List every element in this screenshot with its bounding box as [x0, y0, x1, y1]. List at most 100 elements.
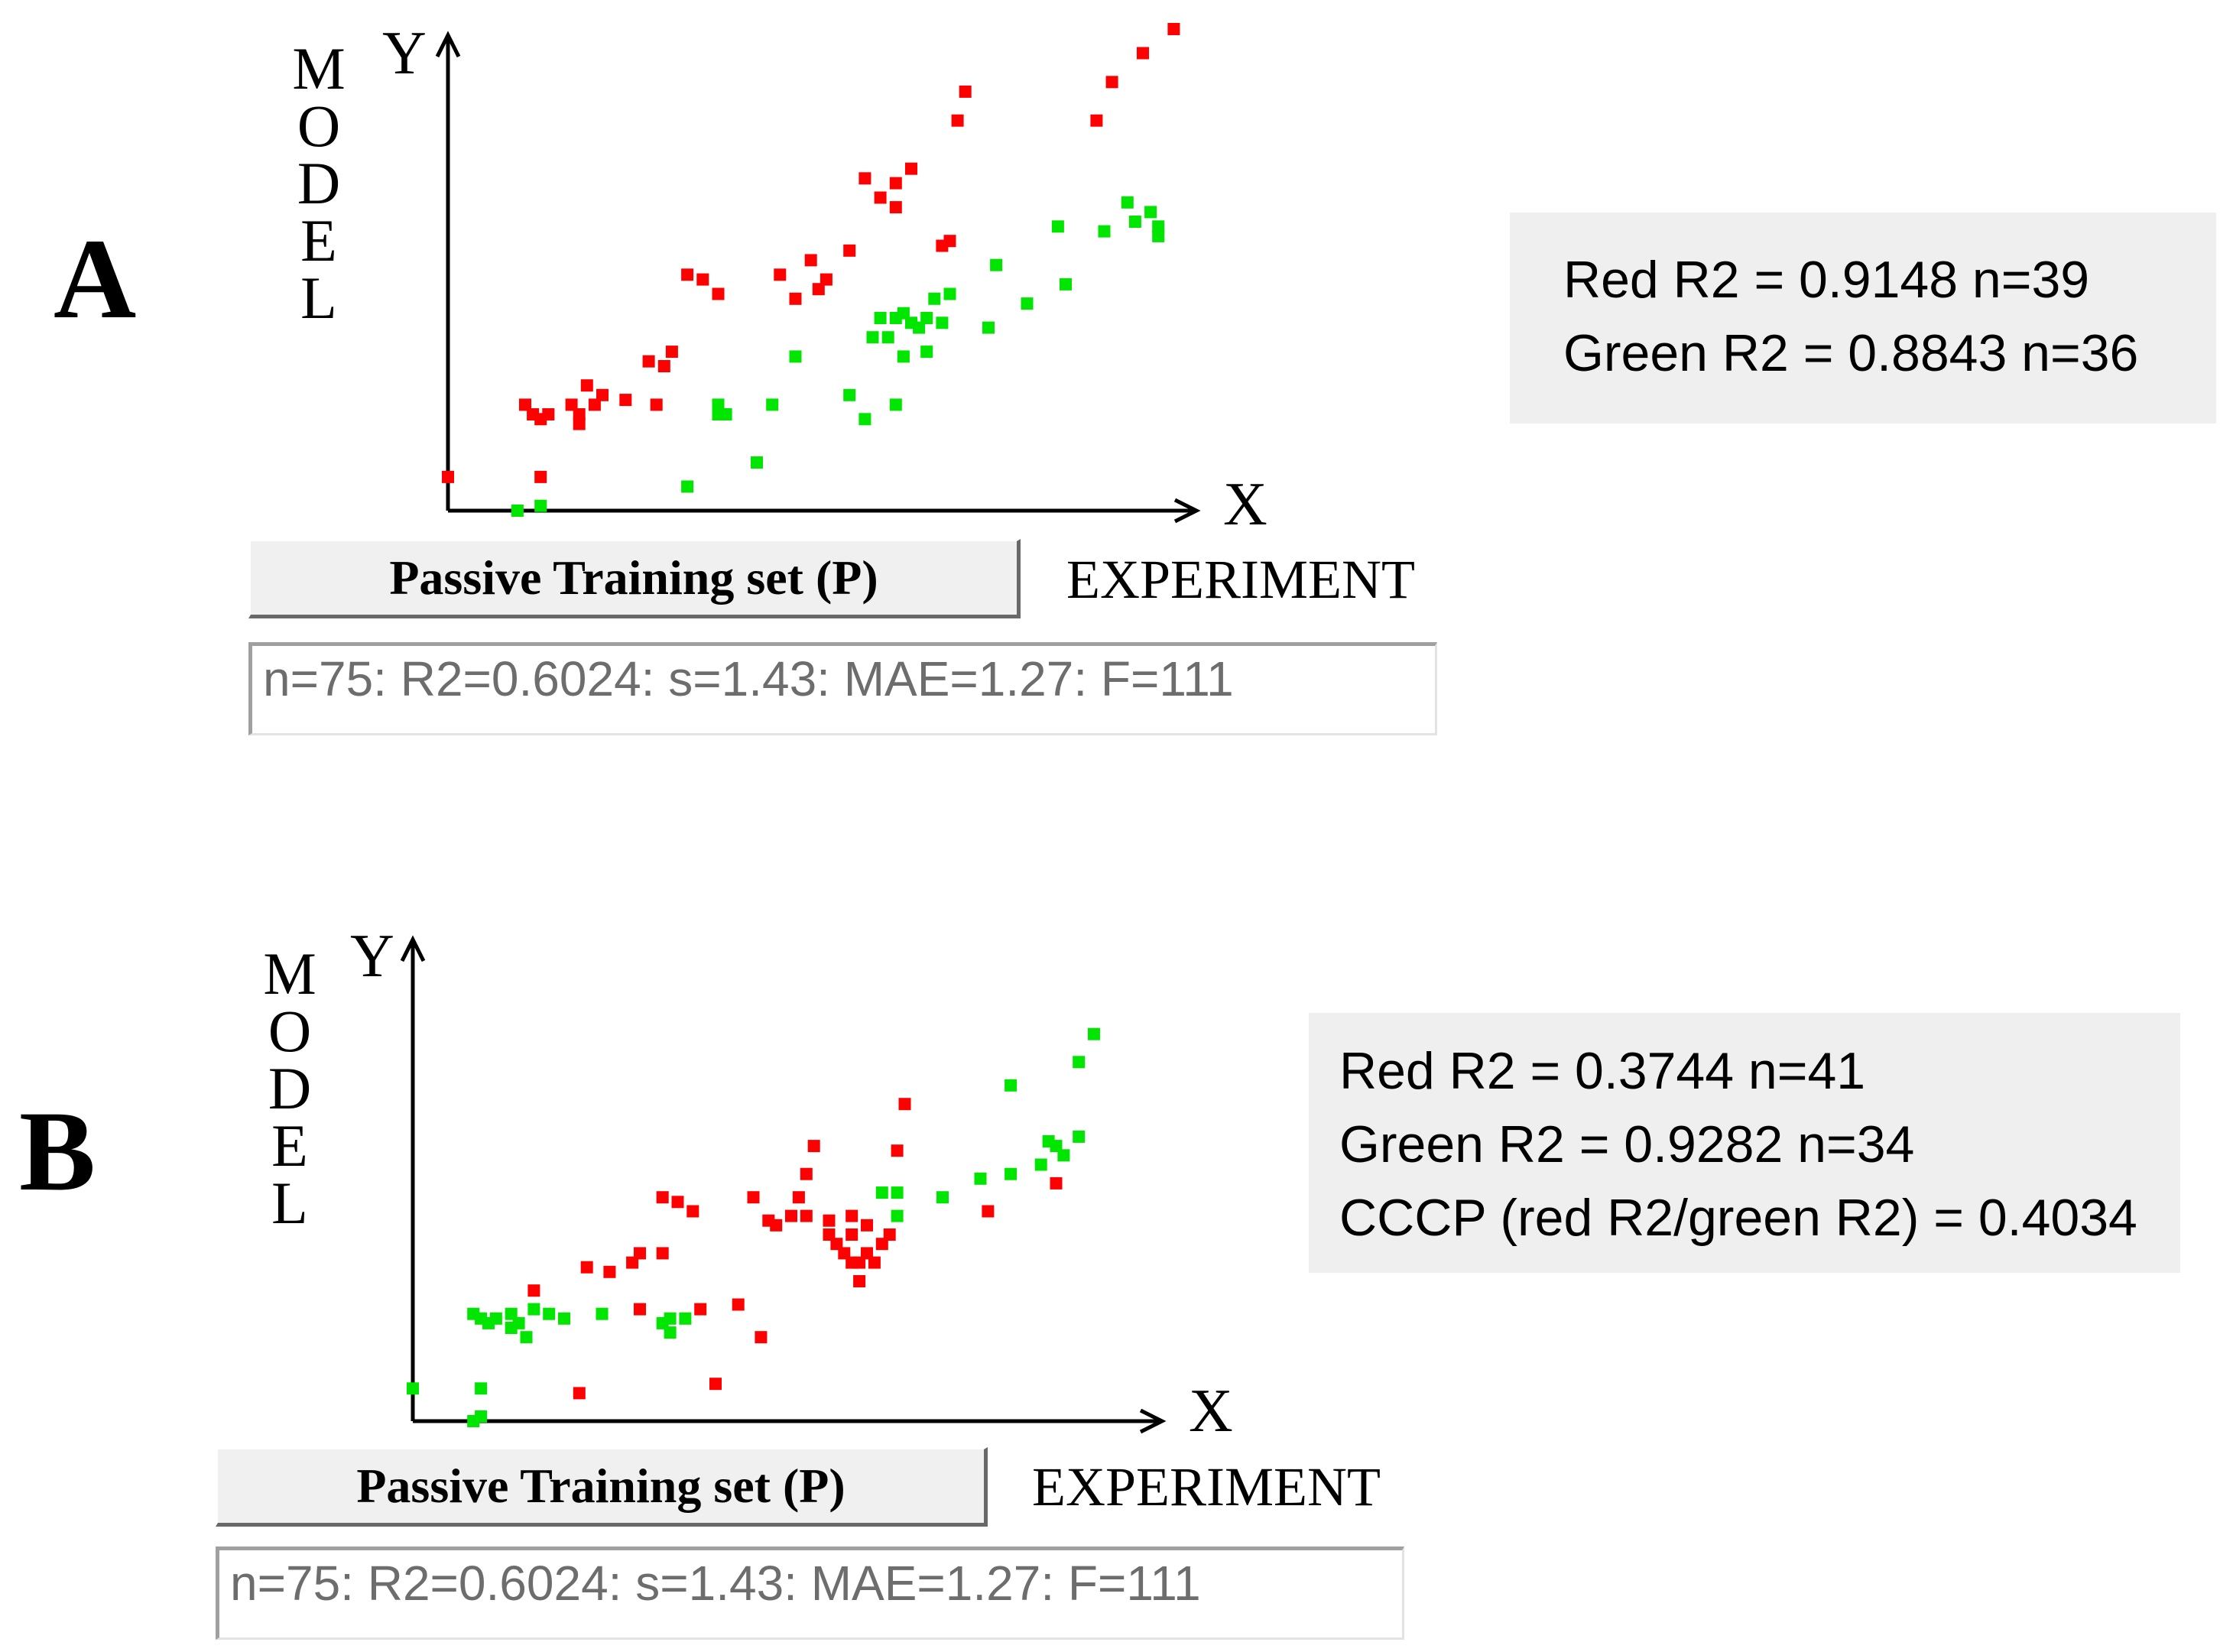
- y-axis-arrow: [400, 935, 426, 962]
- data-point-green: [489, 1312, 502, 1325]
- data-point-red: [875, 1238, 888, 1251]
- data-point-green: [913, 321, 926, 334]
- data-point-red: [694, 1303, 707, 1316]
- data-point-red: [696, 273, 709, 286]
- panel-label: B: [19, 1088, 96, 1215]
- data-point-red: [442, 470, 454, 483]
- r2-info-box: Red R2 = 0.9148 n=39 Green R2 = 0.8843 n…: [1510, 213, 2216, 424]
- data-point-red: [770, 1219, 783, 1232]
- y-axis-letter: Y: [350, 923, 394, 990]
- stats-field[interactable]: n=75: R2=0.6024: s=1.43: MAE=1.27: F=111: [248, 642, 1437, 735]
- data-point-red: [1090, 114, 1103, 127]
- data-point-red: [800, 1167, 813, 1180]
- data-point-green: [1057, 1149, 1070, 1162]
- data-point-red: [843, 244, 856, 257]
- data-point-green: [874, 312, 887, 324]
- data-point-red: [565, 398, 578, 411]
- data-point-green: [527, 1303, 540, 1316]
- data-point-green: [789, 350, 802, 363]
- data-point-red: [785, 1209, 797, 1222]
- data-point-red: [681, 268, 694, 281]
- data-point-green: [475, 1382, 488, 1395]
- data-point-green: [1098, 225, 1111, 238]
- data-point-red: [959, 85, 972, 98]
- data-point-red: [580, 1261, 593, 1274]
- y-axis-label-letter: E: [271, 1112, 308, 1179]
- data-point-green: [1073, 1056, 1086, 1069]
- data-point-green: [520, 1331, 533, 1344]
- data-point-green: [475, 1410, 488, 1423]
- y-axis-label-letter: O: [297, 92, 341, 159]
- x-axis-arrow: [1173, 498, 1201, 524]
- data-point-red: [804, 254, 817, 267]
- y-axis-label-letter: M: [263, 940, 316, 1007]
- scatter-plot: [400, 935, 1167, 1434]
- data-point-red: [596, 388, 609, 401]
- data-point-green: [751, 456, 763, 469]
- y-axis-label-letter: D: [268, 1055, 312, 1121]
- x-axis-letter: X: [1223, 471, 1267, 538]
- data-point-green: [1050, 1140, 1063, 1153]
- info-line-cccp: CCCP (red R2/green R2) = 0.4034: [1339, 1189, 2137, 1247]
- data-point-red: [1137, 47, 1149, 60]
- r2-info-box: Red R2 = 0.3744 n=41 Green R2 = 0.9282 n…: [1309, 1013, 2180, 1273]
- data-point-red: [588, 398, 601, 411]
- data-point-green: [990, 258, 1003, 271]
- x-axis-letter: X: [1189, 1378, 1233, 1445]
- data-point-red: [792, 1191, 805, 1204]
- x-axis-label: EXPERIMENT: [1032, 1456, 1381, 1517]
- data-point-green: [664, 1326, 677, 1339]
- data-point-red: [820, 273, 833, 286]
- data-point-red: [1050, 1177, 1063, 1190]
- y-axis-letter: Y: [382, 20, 427, 87]
- data-point-green: [1152, 220, 1165, 233]
- data-point-red: [573, 408, 586, 420]
- data-point-red: [619, 394, 632, 407]
- data-point-green: [511, 505, 524, 517]
- stats-field[interactable]: n=75: R2=0.6024: s=1.43: MAE=1.27: F=111: [216, 1547, 1404, 1640]
- data-point-red: [656, 1247, 669, 1260]
- data-point-red: [853, 1256, 866, 1269]
- y-axis-label-letter: L: [271, 1170, 308, 1236]
- data-point-green: [881, 331, 894, 344]
- data-point-red: [807, 1140, 820, 1153]
- data-point-red: [789, 292, 802, 305]
- data-point-red: [858, 172, 871, 185]
- panel-label: A: [54, 216, 137, 342]
- data-point-red: [823, 1214, 836, 1227]
- data-point-red: [874, 191, 887, 204]
- data-point-red: [853, 1275, 866, 1287]
- data-point-red: [898, 1098, 911, 1111]
- data-point-green: [928, 292, 941, 305]
- y-axis-label-letter: M: [292, 35, 346, 102]
- data-point-red: [712, 287, 725, 300]
- data-point-green: [534, 499, 547, 512]
- data-point-red: [812, 283, 825, 296]
- data-point-red: [861, 1247, 873, 1260]
- data-point-green: [543, 1307, 556, 1320]
- y-axis-arrow: [435, 31, 461, 58]
- data-point-green: [1144, 206, 1157, 219]
- data-point-red: [982, 1205, 995, 1218]
- data-point-red: [845, 1228, 858, 1241]
- data-point-green: [1121, 196, 1134, 209]
- data-point-green: [1034, 1158, 1047, 1171]
- data-point-green: [558, 1312, 570, 1325]
- data-point-red: [634, 1247, 646, 1260]
- data-point-green: [920, 312, 933, 324]
- data-point-green: [891, 1209, 904, 1222]
- y-axis-label-letter: O: [268, 998, 312, 1064]
- data-point-red: [891, 1144, 904, 1157]
- data-point-green: [1152, 229, 1165, 242]
- data-point-red: [671, 1196, 684, 1209]
- data-point-green: [843, 388, 856, 401]
- passive-training-set-button[interactable]: Passive Training set (P): [248, 539, 1021, 618]
- data-point-red: [686, 1205, 699, 1218]
- data-point-green: [920, 346, 933, 359]
- data-point-green: [712, 398, 725, 411]
- data-point-green: [897, 307, 910, 320]
- passive-training-set-button[interactable]: Passive Training set (P): [216, 1447, 988, 1527]
- data-point-red: [861, 1219, 873, 1232]
- info-line-green: Green R2 = 0.9282 n=34: [1339, 1115, 1915, 1173]
- data-point-green: [681, 480, 694, 493]
